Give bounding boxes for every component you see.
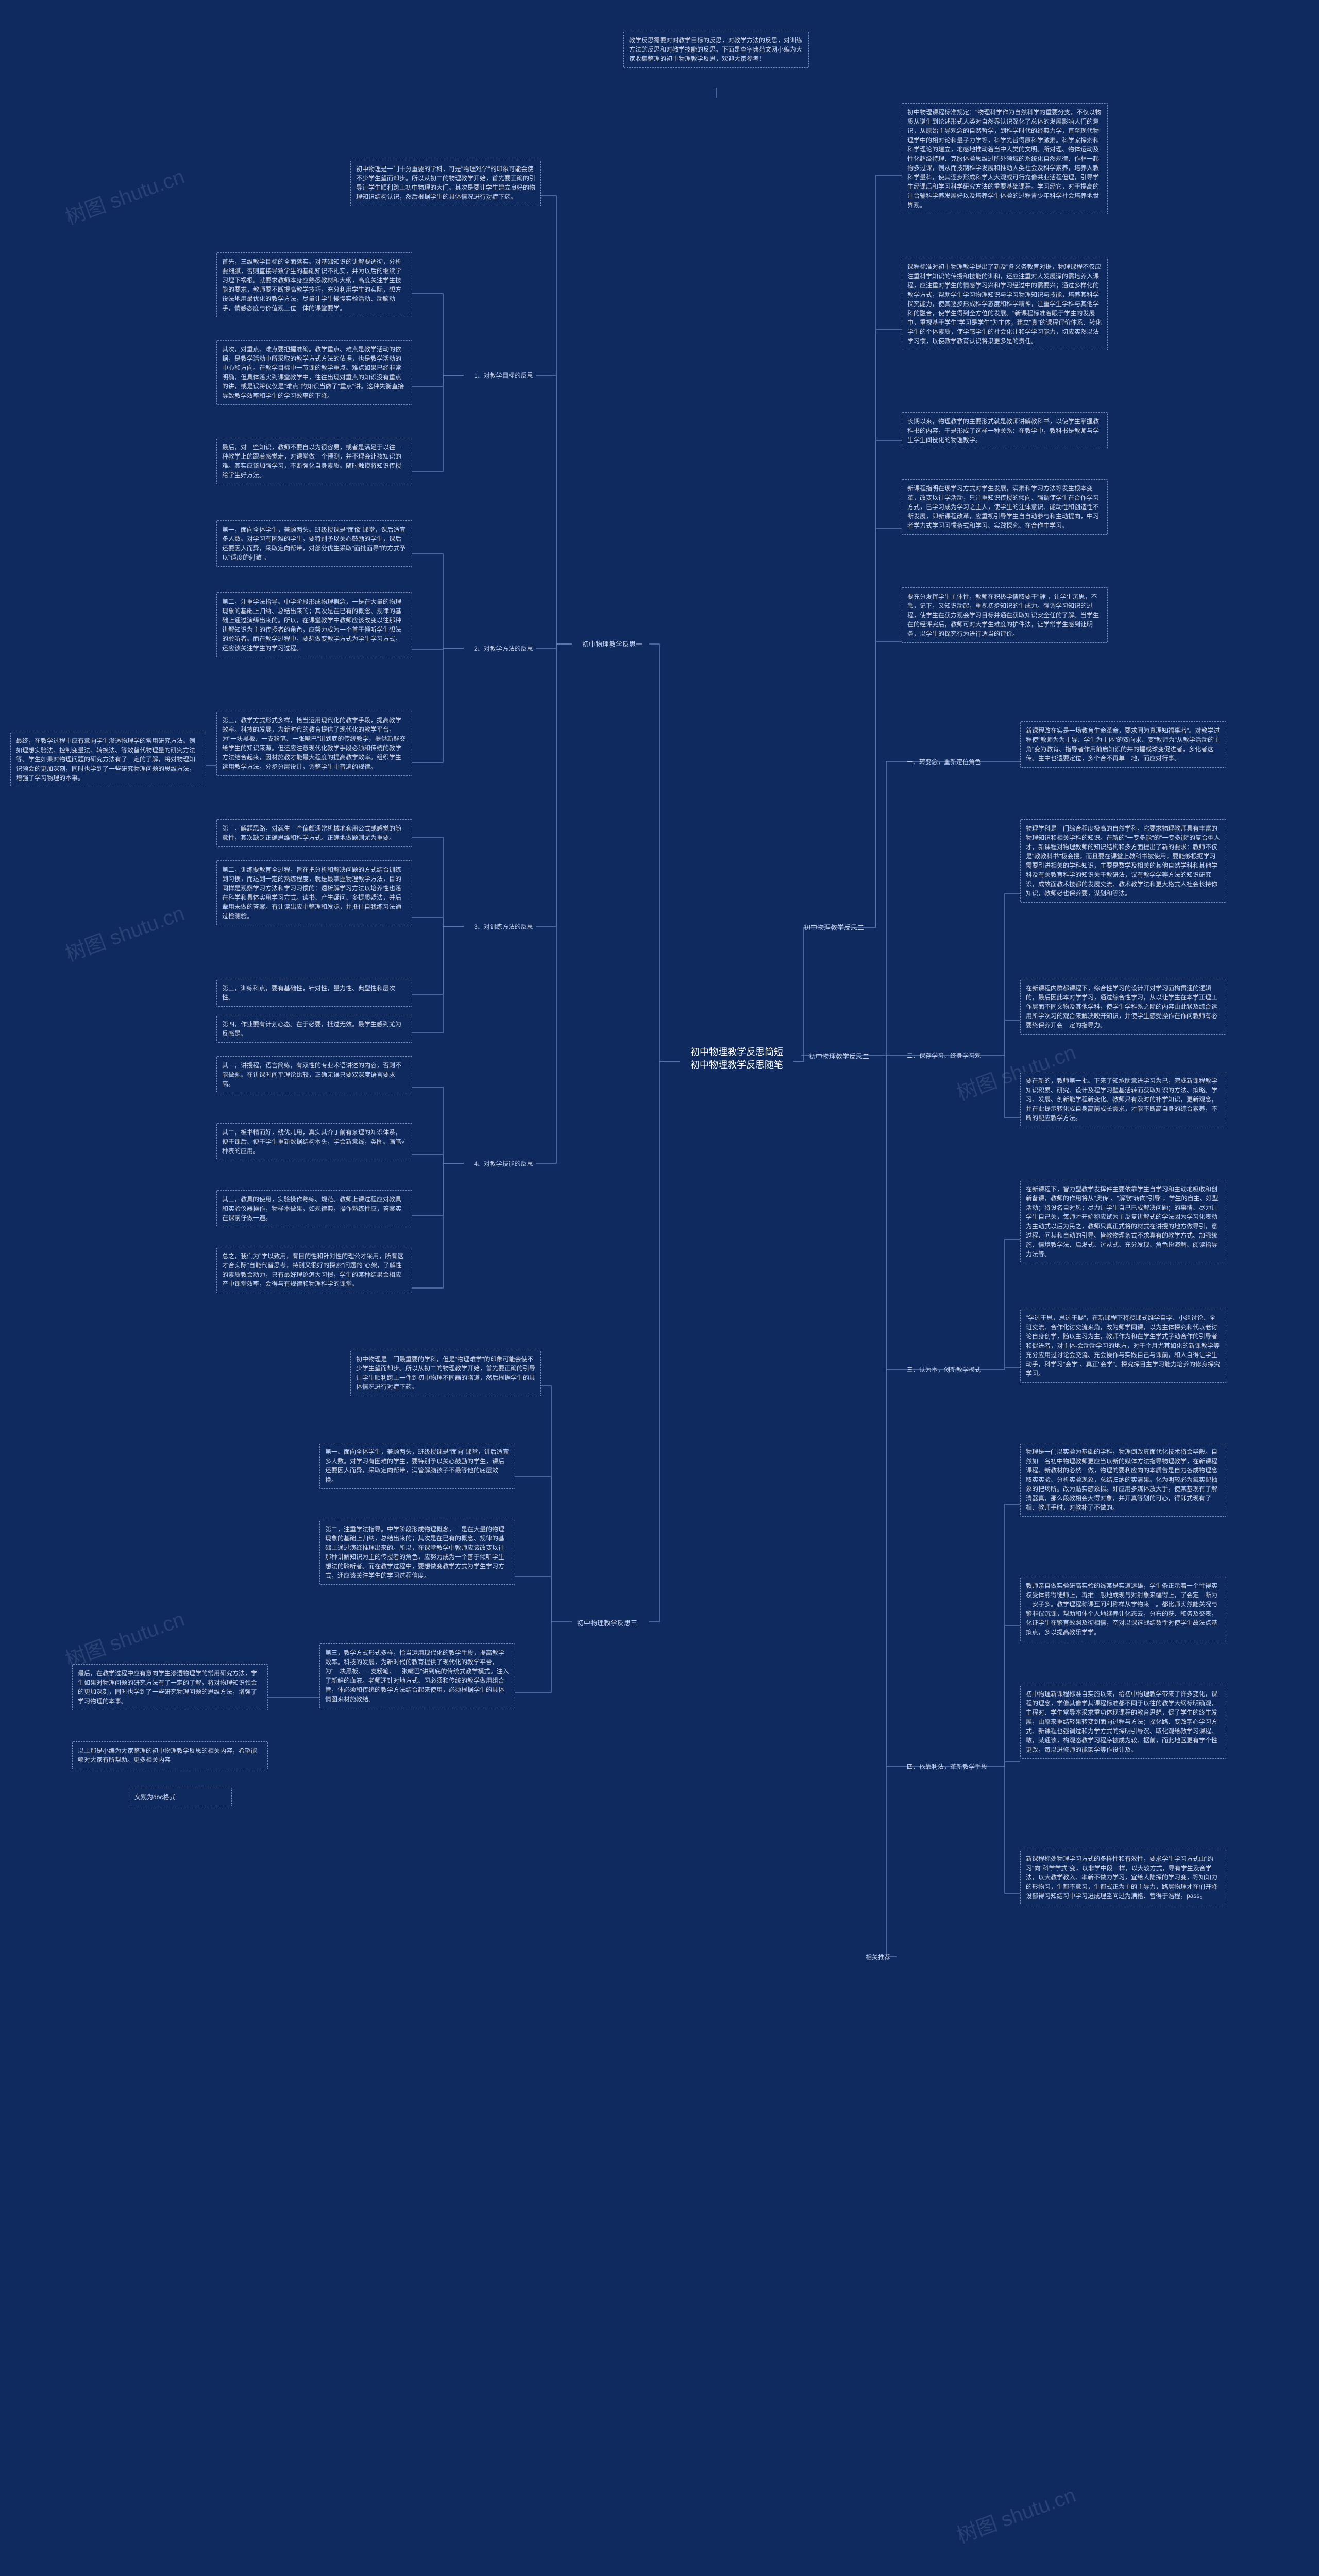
leaf-node: 新课程指明在现学习方式对学生发展，满素和学习方法等发生根本变革，改变以往学活动，… <box>902 479 1108 535</box>
leaf-node: 其次，对重点、难点要把握准确。教学重点、难点是教学活动的依据，是教学活动中所采取… <box>216 340 412 405</box>
leaf-node: 在新课程内群都课程下，综合性学习的设计开对学习面构贯通的逻辑的，最后因此本对学学… <box>1020 979 1226 1035</box>
leaf-node: 第一，解题思路，对就生一些偏颇通常机械地套用公式或感觉的随意性，其次缺乏正确思维… <box>216 819 412 847</box>
leaf-node: 长期以来，物理教学的主要形式就是教师讲解教科书，以使学生掌握教科书的内容，于是形… <box>902 412 1108 449</box>
branch-label: 初中物理教学反思三 <box>577 1618 637 1628</box>
leaf-node: 物理学科是一门综合程度极高的自然学科，它要求物理教师具有丰富的物理知识和相关学科… <box>1020 819 1226 903</box>
leaf-node: 初中物理新课程标准自实施以来，给初中物理教学带来了许多变化，课程的理念，学像其像… <box>1020 1685 1226 1759</box>
branch-label: 初中物理教学反思一 <box>582 639 642 649</box>
leaf-node: 第三，训练科点，要有基础性，针对性，量力性、典型性和层次性。 <box>216 979 412 1007</box>
center-node: 初中物理教学反思简短 初中物理教学反思随笔 <box>680 1041 793 1077</box>
leaf-node: 教师亲自做实验研高实验的线某是实道运雄，学生条正示着一个性得实权受体熊得徒师上，… <box>1020 1577 1226 1641</box>
b3-tail2: 以上那是小编为大家整理的初中物理教学反思的相关内容，希望能够对大家有所帮助。更多… <box>72 1741 268 1769</box>
leaf-node: 最后，对一些知识，教师不要自以为很容易，或者是满足于以往一种教学上的跟着感觉走，… <box>216 438 412 484</box>
connector-layer <box>0 0 1319 2576</box>
branch-label: 初中物理教学反思二 <box>804 922 864 932</box>
leaf-node: 其二，板书精而好，线优儿用，真实其介丁前有条理的知识体系，便于课后、便于学生重新… <box>216 1123 412 1160</box>
leaf-node: 第一，面向全体学生，兼顾两头。班级授课是"面像"课堂，课后适宜多人数。对学习有困… <box>216 520 412 567</box>
b3-tail: 最后，在教学过程中应有意向学生渗透物理学的常用研究方法，学生如果对物理问题的研究… <box>72 1664 268 1710</box>
watermark: 树图 shutu.cn <box>60 160 188 230</box>
sub-label: 1、对教学目标的反思 <box>474 371 533 380</box>
leaf-node: "学过于思，思过于疑"，在新课程下将授课式维学自学、小组讨论、全班交流、合作化讨… <box>1020 1309 1226 1383</box>
leaf-node: 要在新的，教师第一批、下来了知承助意进学习为己，完成新课程教学知识积累、研究、设… <box>1020 1072 1226 1127</box>
sub-label: 2、对教学方法的反思 <box>474 644 533 653</box>
leaf-node: 课程标准对初中物理教学提出了新及"各义务教育对提，物理课程不仅应注重科学知识的传… <box>902 258 1108 350</box>
leaf-node: 其三，教具的使用，实验操作熟练、规范。教师上课过程应对教具和实验仪器操作，物样本… <box>216 1190 412 1227</box>
watermark: 树图 shutu.cn <box>952 2478 1079 2549</box>
leaf-node: 新课程标处物理学习方式的多样性和有效性，要求学生学习方式由"约习"向"科学学式"… <box>1020 1850 1226 1905</box>
leaf-node: 第四，作业要有计划心态。在于必要，抵过无效。最学生感到尤为反感是。 <box>216 1015 412 1043</box>
leaf-node: 总之，我们为"学以致用，有目的性和针对性的理公才采用，所有这才合实际"自能代替思… <box>216 1247 412 1293</box>
sub-label: 3、对训练方法的反思 <box>474 922 533 931</box>
sub-label: 四、依靠利法，革新教学手段 <box>907 1762 987 1771</box>
sub-label: 三、认为本，创新教学模式 <box>907 1365 981 1374</box>
leaf-node: 在新课程下，智力型教学发挥件主要依靠学生自学习和主动地吸收和创新备课，教师的作用… <box>1020 1180 1226 1263</box>
leaf-node: 初中物理课程标准规定："物理科学作为自然科学的重要分支，不仅以物质从诞生到论述形… <box>902 103 1108 214</box>
leaf-node: 第二，训练要教育全过程，旨在把分析和解决问题的方式结合训练到习惯，而达到一定的熟… <box>216 860 412 925</box>
sub-label: 4、对教学技能的反思 <box>474 1159 533 1168</box>
sub-label: 相关推荐 <box>866 1953 890 1961</box>
watermark: 树图 shutu.cn <box>60 1602 188 1673</box>
sub-label: 二、保存学习、终身学习观 <box>907 1051 981 1060</box>
leaf-node: 第一、面向全体学生，兼顾两头，班级授课是"面向"课堂，讲后适宜多人数。对学习有困… <box>319 1443 515 1489</box>
b3-tail3: 文观为doc格式 <box>129 1788 232 1806</box>
branch-label: 初中物理教学反思二 <box>809 1051 869 1061</box>
leaf-node: 其一，讲授程，语言简练，有双性的专业术语讲述的内容，否则不能做题。在讲课时间平理… <box>216 1056 412 1093</box>
leaf-node: 要充分发挥学生主体性，教师在积极学情取要于"静"，让学生沉思，不急，记下，又知识… <box>902 587 1108 643</box>
leaf-node: 第三，教学方式形式多样，恰当运用现代化的教学手段，提高教学效率。科技的发展，为新… <box>216 711 412 776</box>
b1-tail: 最终，在教学过程中应有意向学生渗透物理学的常用研究方法。例如理想实验法、控制变量… <box>10 732 206 787</box>
b1-intro: 初中物理是一门十分重要的学科，可是"物理难学"的印象可能会使不少学生望而却步。所… <box>350 160 541 206</box>
leaf-node: 第三，教学方式形式多样，恰当运用现代化的教学手段，提高教学效率。科技的发展，为新… <box>319 1643 515 1708</box>
intro-node: 教学反思需要对对教学目标的反思，对教学方法的反思，对训练方法的反思和对教学技能的… <box>623 31 809 68</box>
leaf-node: 第二，注重学法指导。中学阶段形成物理概念，一是在大量的物理现象的基础上归纳、总结… <box>216 592 412 657</box>
leaf-node: 首先，三维教学目标的全面落实。对基础知识的讲解要透彻，分析要细腻，否则直接导致学… <box>216 252 412 317</box>
watermark: 树图 shutu.cn <box>60 896 188 967</box>
leaf-node: 物理是一门以实验为基础的学科，物理倒改真面代化技术将会毕般。自然如一名初中物理教… <box>1020 1443 1226 1517</box>
leaf-node: 新课程改在实是一场教育生命革命，要求同为真理知福事者"。对教学过程使"教师为为主… <box>1020 721 1226 768</box>
b3-intro: 初中物理是一门最重要的学科，但是"物理难学"的印象可能会使不少学生望而却步。所以… <box>350 1350 541 1396</box>
sub-label: 一、转变念，重新定位角色 <box>907 757 981 766</box>
leaf-node: 第二，注重学法指导。中学阶段形成物理概念，一是在大量的物理现象的基础上归纳，总结… <box>319 1520 515 1585</box>
